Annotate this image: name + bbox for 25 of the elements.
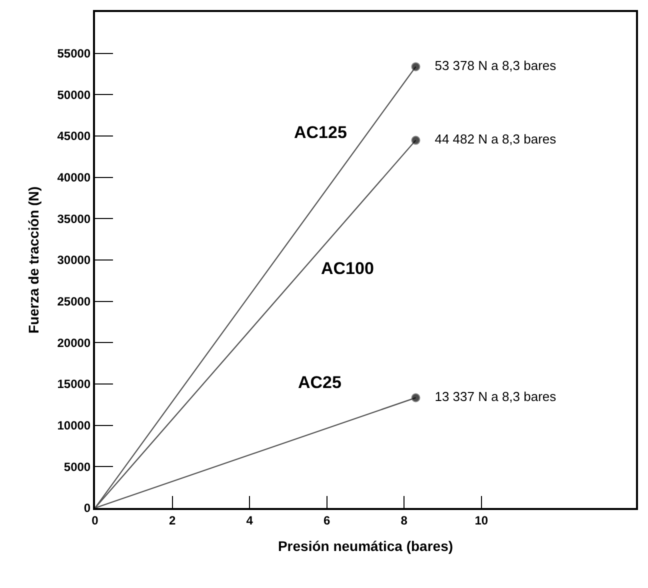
y-tick-label: 15000 — [57, 377, 91, 392]
y-tick-label: 5000 — [64, 460, 91, 474]
data-label: 44 482 N a 8,3 bares — [422, 132, 557, 147]
y-tick-label: 50000 — [57, 88, 91, 102]
series-label: AC100 — [321, 259, 374, 278]
data-label: 13 337 N a 8,3 bares — [422, 389, 557, 404]
x-tick-label: 10 — [474, 513, 488, 528]
x-tick-label: 4 — [246, 513, 254, 528]
y-tick-label: 55000 — [57, 46, 91, 61]
y-tick-label: 40000 — [57, 170, 91, 185]
x-tick-label: 2 — [168, 513, 176, 528]
y-tick-label: 45000 — [57, 129, 91, 144]
y-tick-label: 35000 — [57, 212, 91, 226]
series-label: AC25 — [298, 373, 342, 392]
y-tick-label: 25000 — [57, 294, 91, 309]
data-label: 53 378 N a 8,3 bares — [422, 58, 557, 73]
y-axis-title: Fuerza de tracción (N) — [25, 186, 42, 334]
x-tick-label: 6 — [324, 513, 331, 528]
x-axis-title: Presión neumática (bares) — [278, 538, 454, 554]
y-tick-label: 30000 — [57, 253, 91, 268]
y-tick-label: 10000 — [57, 418, 91, 433]
series-label: AC125 — [294, 123, 347, 142]
y-tick-label: 20000 — [57, 336, 91, 350]
x-tick-label: 8 — [400, 513, 408, 528]
y-tick-label: 0 — [84, 501, 91, 516]
